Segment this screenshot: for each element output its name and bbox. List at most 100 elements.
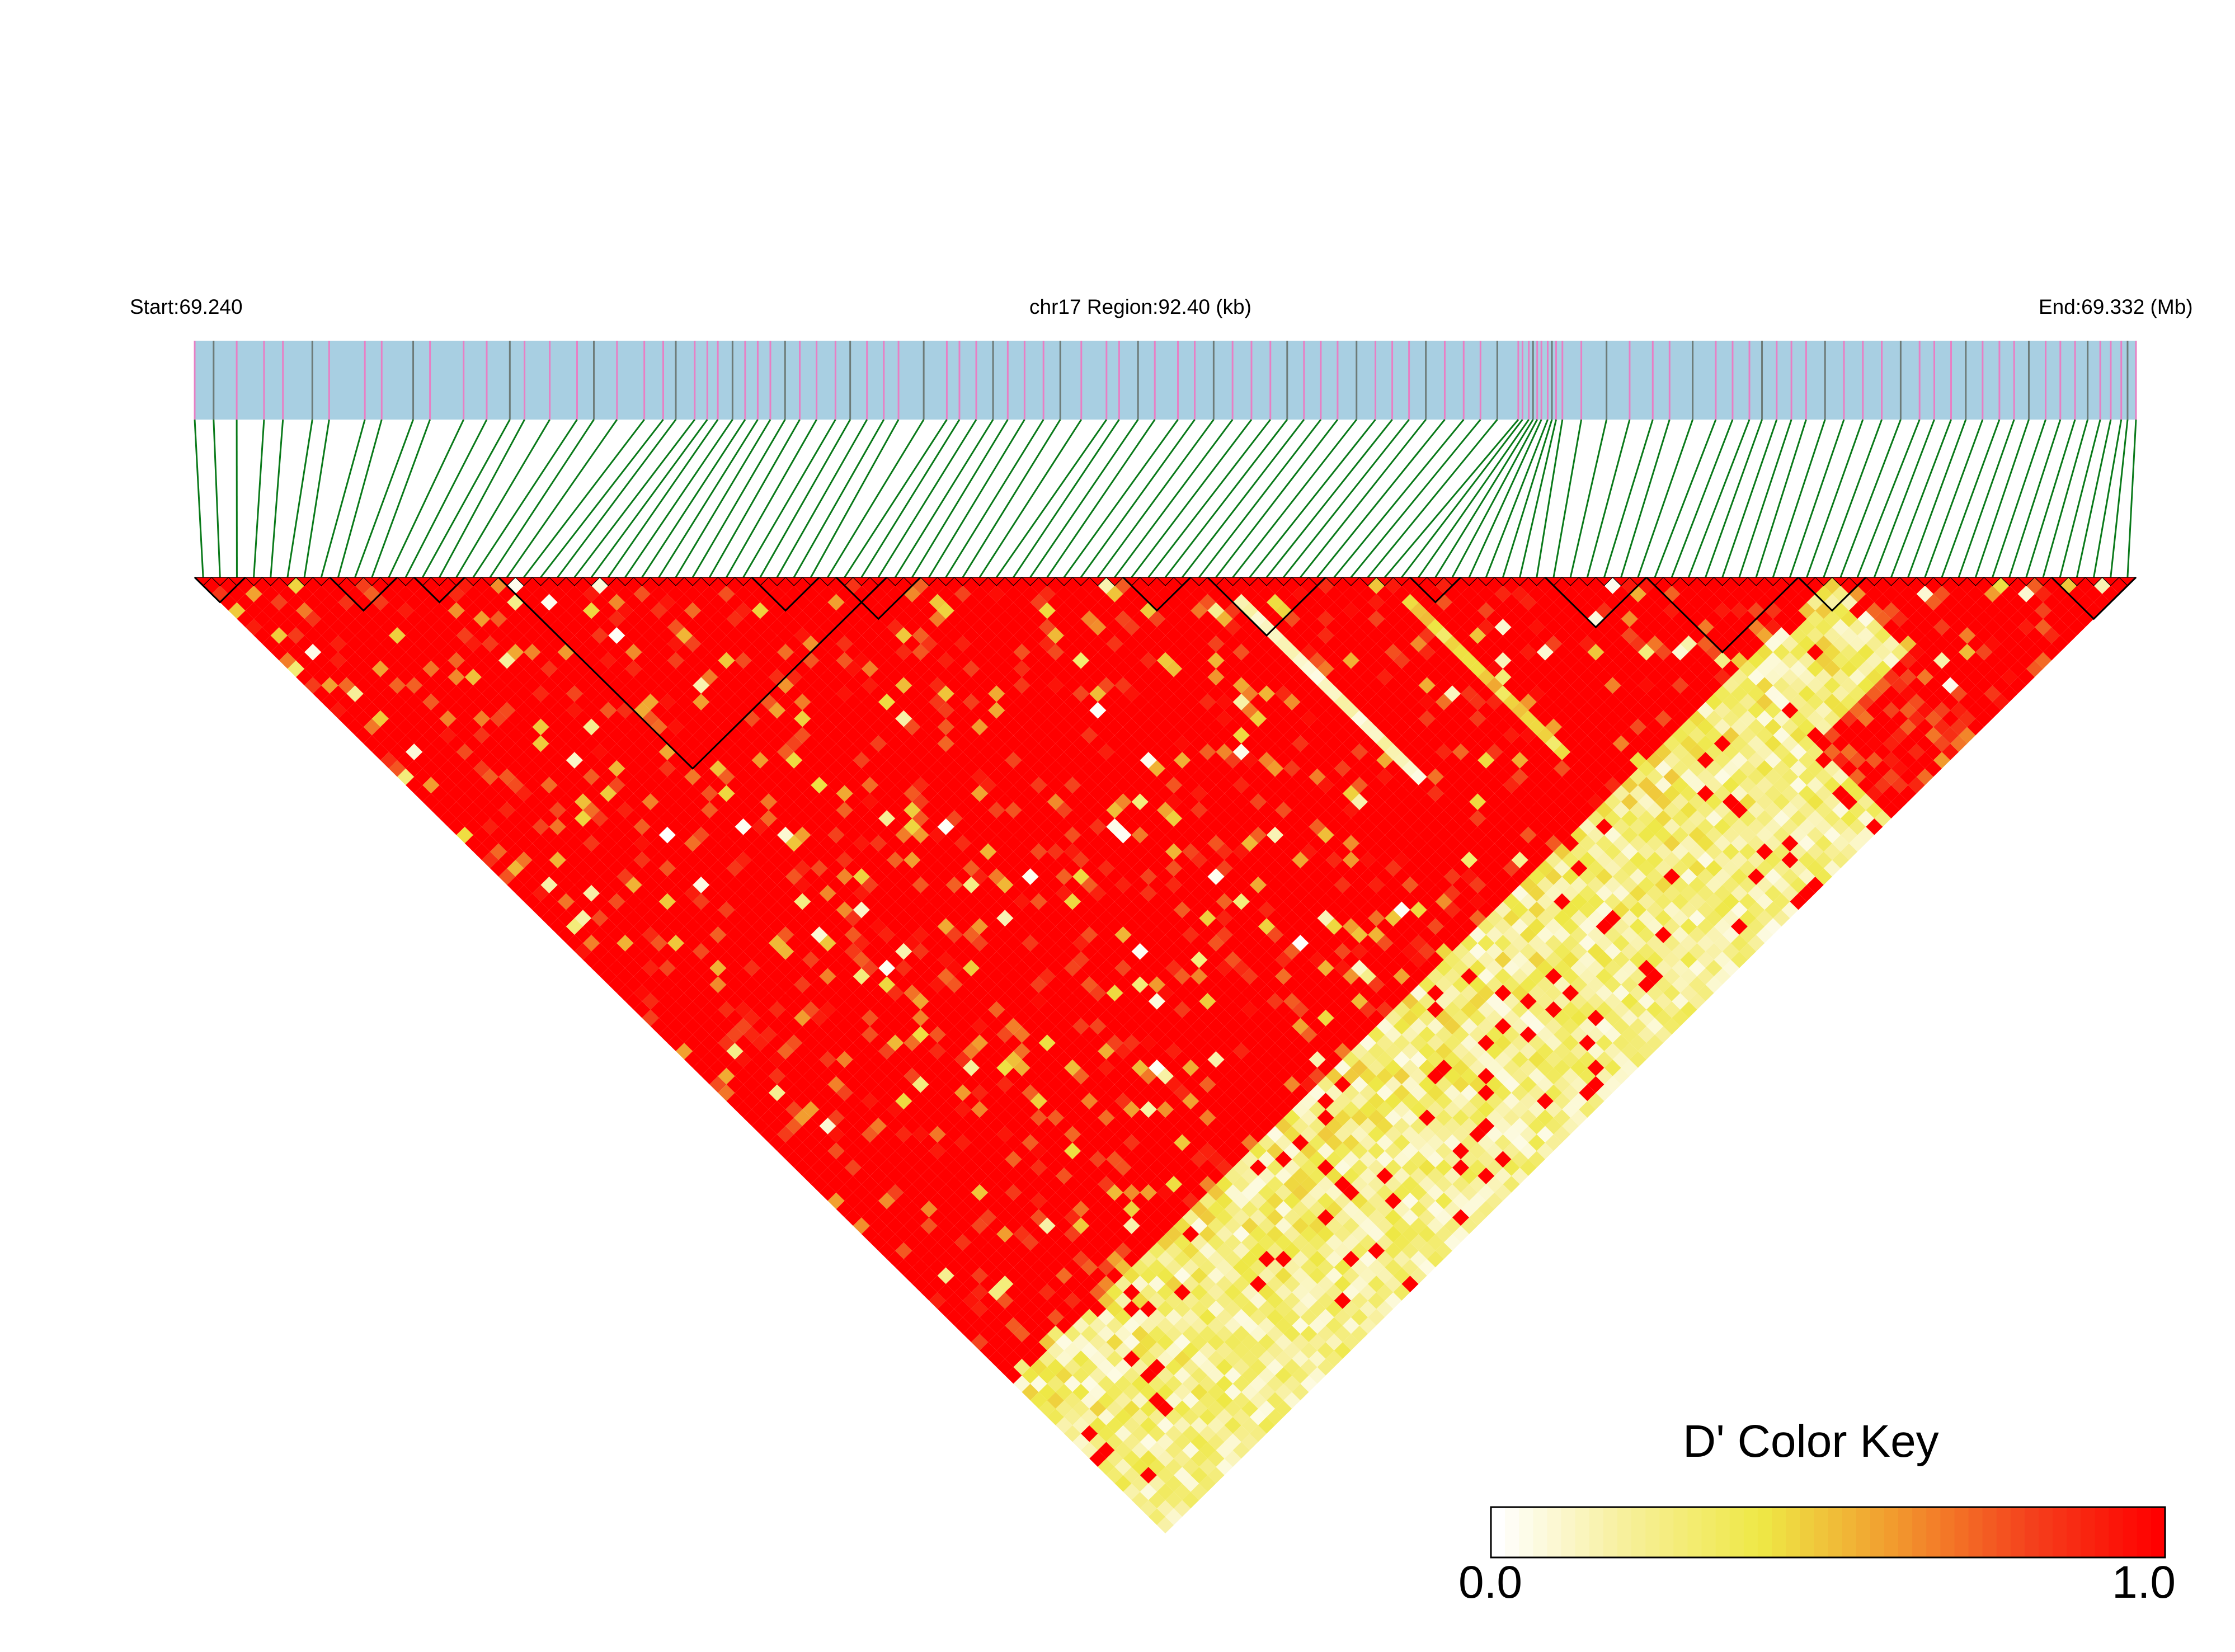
ld-cell — [1275, 768, 1292, 785]
ld-cell — [1410, 1217, 1427, 1234]
ld-cell — [1064, 1009, 1081, 1027]
snp-connector — [2025, 419, 2076, 578]
ld-cell — [557, 694, 575, 710]
ld-cell — [515, 884, 533, 902]
snp-connector — [894, 419, 994, 578]
ld-cell — [1325, 985, 1343, 1001]
ld-cell — [929, 1175, 946, 1193]
ld-cell — [1114, 1226, 1132, 1242]
ld-cell — [371, 743, 389, 760]
ld-cell — [853, 868, 870, 885]
ld-cell — [1114, 1475, 1132, 1492]
ld-cell — [1022, 768, 1039, 785]
ld-cell — [675, 643, 693, 661]
ld-cell — [945, 627, 963, 644]
ld-cell — [1064, 959, 1081, 977]
ld-cell — [996, 727, 1014, 744]
ld-cell — [1249, 1325, 1267, 1343]
ld-cell — [1064, 1126, 1081, 1143]
ld-cell — [397, 718, 415, 736]
ld-cell — [802, 1151, 820, 1168]
ld-cell — [1334, 1142, 1351, 1160]
ld-cell — [1519, 1142, 1537, 1160]
ld-cell — [920, 1250, 938, 1268]
ld-cell — [1089, 585, 1107, 603]
ld-cell — [633, 868, 651, 885]
ld-cell — [1123, 1184, 1140, 1201]
ld-cell — [1131, 1375, 1149, 1392]
snp-connector — [1147, 419, 1271, 578]
ld-cell — [1047, 776, 1064, 794]
ld-cell — [1114, 1375, 1132, 1392]
ld-cell — [878, 1242, 896, 1259]
ld-cell — [996, 1009, 1014, 1027]
ld-cell — [1191, 1483, 1208, 1500]
ld-cell — [1140, 1250, 1157, 1268]
snp-connector — [1485, 419, 1549, 578]
ld-cell — [431, 735, 448, 752]
ld-cell — [920, 636, 938, 652]
ld-cell — [1351, 1142, 1368, 1160]
ld-cell — [439, 643, 457, 661]
ld-cell — [1368, 1226, 1385, 1242]
ld-cell — [777, 1142, 794, 1160]
ld-cell — [895, 1076, 912, 1093]
ld-cell — [1022, 752, 1039, 769]
ld-cell — [262, 585, 279, 603]
ld-cell — [751, 1101, 769, 1118]
snp-connector — [320, 419, 366, 578]
ld-cell — [1325, 1084, 1343, 1102]
ld-cell — [524, 793, 541, 811]
ld-cell — [1131, 926, 1149, 943]
ld-cell — [1309, 1184, 1326, 1201]
ld-cell — [726, 793, 744, 811]
ld-cell — [1098, 1458, 1115, 1475]
ld-cell — [1081, 1142, 1098, 1160]
ld-cell — [962, 1259, 980, 1276]
ld-cell — [540, 643, 558, 661]
ld-cell — [996, 1126, 1014, 1143]
ld-cell — [1022, 1317, 1039, 1334]
ld-cell — [1131, 643, 1149, 661]
ld-cell — [1072, 1184, 1090, 1201]
ld-cell — [422, 610, 440, 628]
ld-cell — [1469, 1093, 1486, 1110]
ld-cell — [802, 752, 820, 769]
ld-cell — [1005, 1250, 1022, 1268]
ld-cell — [920, 1168, 938, 1184]
ld-cell — [895, 1175, 912, 1193]
ld-cell — [1174, 918, 1191, 935]
ld-cell — [490, 810, 507, 827]
ld-cell — [945, 727, 963, 744]
ld-cell — [1325, 835, 1343, 852]
ld-cell — [1148, 1209, 1165, 1226]
ld-cell — [633, 768, 651, 785]
ld-cell — [675, 594, 693, 611]
ld-cell — [1368, 843, 1385, 860]
ld-cell — [996, 1342, 1014, 1359]
ld-cell — [675, 677, 693, 694]
snp-connector — [1687, 419, 1751, 578]
ld-cell — [313, 619, 330, 636]
ld-cell — [701, 968, 718, 985]
ld-cell — [971, 935, 989, 952]
ld-cell — [1267, 1409, 1284, 1425]
ld-cell — [869, 1067, 887, 1085]
ld-cell — [726, 826, 744, 844]
ld-cell — [658, 926, 676, 943]
ld-cell — [330, 585, 347, 603]
ld-cell — [920, 884, 938, 902]
ld-cell — [827, 959, 845, 977]
ld-cell — [1325, 951, 1343, 968]
ld-cell — [1022, 735, 1039, 752]
ld-cell — [971, 802, 989, 818]
ld-cell — [945, 776, 963, 794]
ld-cell — [380, 702, 398, 719]
ld-cell — [1022, 718, 1039, 736]
ld-cell — [853, 835, 870, 852]
ld-cell — [954, 1317, 971, 1334]
ld-cell — [1106, 1467, 1123, 1484]
ld-cell — [633, 752, 651, 769]
ld-cell — [397, 752, 415, 769]
ld-cell — [1038, 1217, 1056, 1234]
